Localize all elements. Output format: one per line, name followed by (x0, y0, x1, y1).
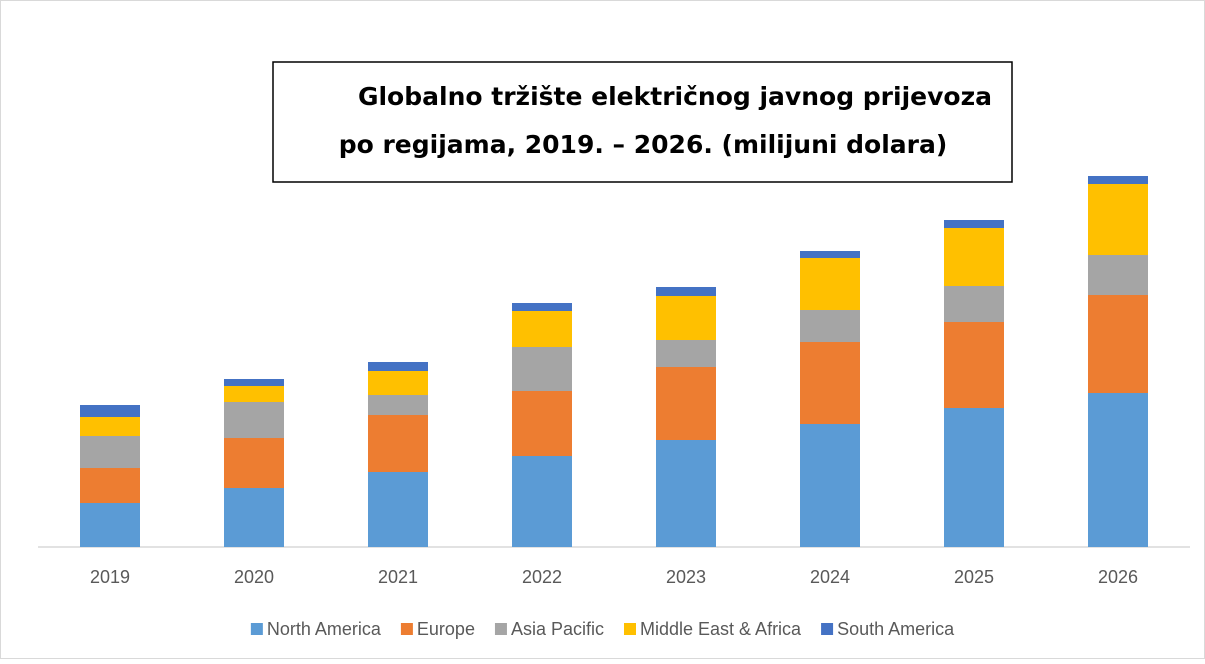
legend-label: South America (837, 619, 955, 639)
bar-segment (944, 322, 1004, 408)
x-tick-label: 2023 (666, 567, 706, 587)
legend-label: North America (267, 619, 382, 639)
bar-segment (800, 424, 860, 547)
bar-segment (1088, 176, 1148, 184)
x-tick-label: 2019 (90, 567, 130, 587)
bar-segment (656, 296, 716, 340)
bar-segment (368, 395, 428, 415)
bar-segment (512, 456, 572, 547)
legend-label: Europe (417, 619, 475, 639)
legend-label: Middle East & Africa (640, 619, 802, 639)
x-tick-label: 2025 (954, 567, 994, 587)
legend-swatch (250, 623, 263, 635)
legend-swatch (400, 623, 413, 635)
chart-title: Globalno tržište električnog javnog prij… (358, 82, 992, 111)
title-box (272, 61, 1013, 183)
bar-segment (944, 286, 1004, 322)
bar-segment (224, 488, 284, 547)
bar-segment (224, 402, 284, 438)
bar-segment (368, 472, 428, 547)
x-tick-label: 2021 (378, 567, 418, 587)
bar-segment (800, 310, 860, 342)
x-tick-label: 2024 (810, 567, 850, 587)
bar-segment (944, 220, 1004, 228)
bar-segment (224, 438, 284, 488)
legend-swatch (821, 623, 834, 635)
bar-segment (80, 468, 140, 503)
bar-segment (512, 311, 572, 347)
bar-segment (80, 503, 140, 547)
bar-segment (368, 362, 428, 371)
bar-segment (800, 258, 860, 310)
bar-segment (80, 405, 140, 417)
bar-segment (656, 340, 716, 367)
chart-title: po regijama, 2019. – 2026. (milijuni dol… (339, 130, 948, 159)
bar-segment (1088, 255, 1148, 295)
bar-segment (656, 440, 716, 547)
bar-segment (944, 228, 1004, 286)
bar-segment (224, 379, 284, 386)
bar-segment (800, 342, 860, 424)
legend-label: Asia Pacific (511, 619, 604, 639)
x-tick-label: 2026 (1098, 567, 1138, 587)
bar-segment (224, 386, 284, 402)
bar-segment (1088, 295, 1148, 393)
bar-segment (1088, 393, 1148, 547)
bar-segment (368, 415, 428, 472)
bar-segment (944, 408, 1004, 547)
bar-segment (800, 251, 860, 258)
bar-segment (656, 287, 716, 296)
bars (80, 176, 1148, 547)
bar-segment (368, 371, 428, 395)
legend-swatch (494, 623, 507, 635)
x-tick-label: 2022 (522, 567, 562, 587)
bar-segment (80, 436, 140, 468)
bar-segment (80, 417, 140, 436)
x-tick-label: 2020 (234, 567, 274, 587)
bar-segment (1088, 184, 1148, 255)
bar-segment (512, 391, 572, 456)
bar-segment (512, 347, 572, 391)
bar-segment (512, 303, 572, 311)
legend-swatch (624, 623, 636, 635)
bar-segment (656, 367, 716, 440)
